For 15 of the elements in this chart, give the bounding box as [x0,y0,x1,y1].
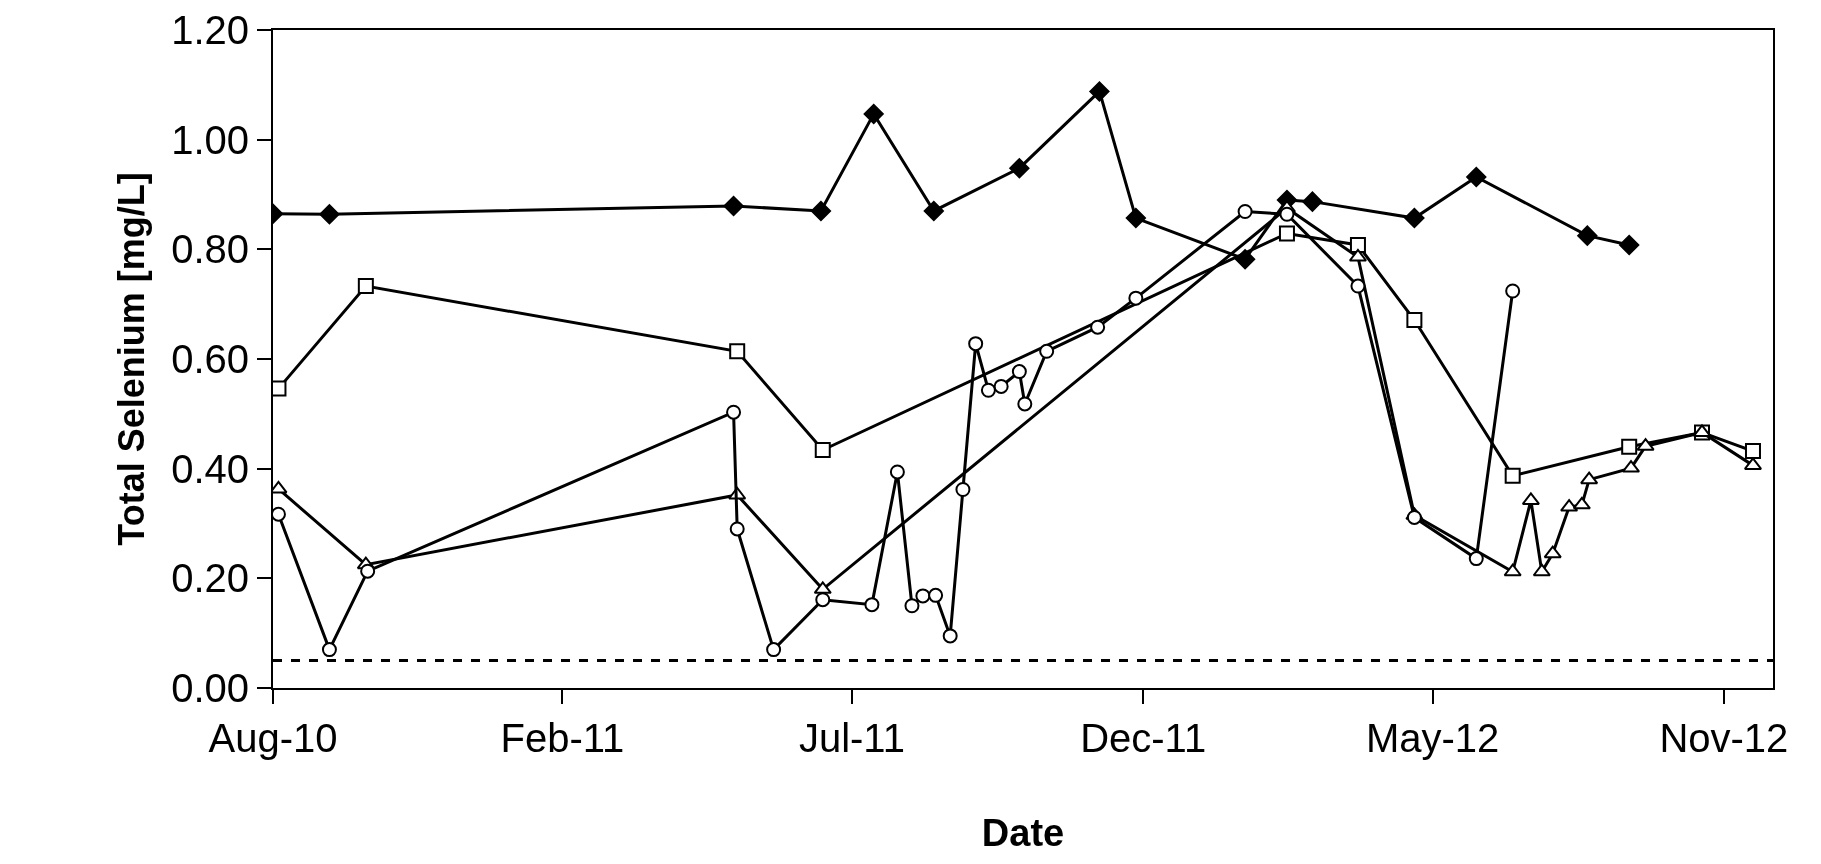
x-tick-label: Dec-11 [1080,716,1207,760]
y-tick-label: 0.80 [171,227,249,272]
y-axis-title: Total Selenium [mg/L] [110,172,152,546]
y-tick-label: 1.00 [171,117,249,162]
y-tick-label: 0.40 [171,446,249,491]
x-tick-label: Aug-10 [208,716,338,760]
y-tick-label: 1.20 [171,8,249,52]
x-tick-label: Nov-12 [1659,716,1789,760]
y-tick-label: 0.20 [171,556,249,601]
x-tick-label: May-12 [1365,716,1500,760]
x-tick-label: Jul-11 [798,716,905,760]
x-axis-title: Date [981,811,1065,854]
x-tick-label: Feb-11 [500,716,625,760]
y-tick-label: 0.60 [171,337,249,381]
y-tick-label: 0.00 [171,666,249,710]
